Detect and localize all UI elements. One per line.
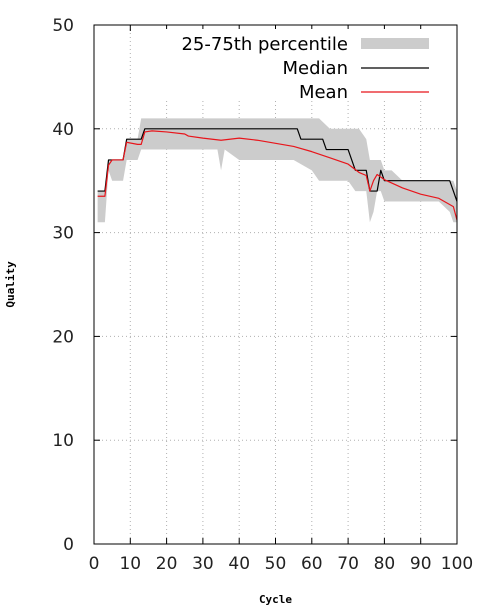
legend-label-mean: Mean xyxy=(299,82,348,103)
gridlines xyxy=(94,25,457,544)
x-tick-label: 50 xyxy=(265,554,287,574)
x-tick-label: 40 xyxy=(228,554,250,574)
series-lines xyxy=(97,128,458,221)
y-tick-label: 10 xyxy=(52,431,74,451)
y-tick-label: 40 xyxy=(52,120,74,140)
y-tick-labels: 0 10 20 30 40 50 xyxy=(52,16,74,555)
percentile-band xyxy=(97,118,457,223)
y-axis-title: Quality xyxy=(4,261,17,308)
legend-swatch-percentile xyxy=(361,38,429,49)
axis-ticks xyxy=(93,24,458,545)
percentile-band-area xyxy=(97,118,457,223)
x-tick-label: 90 xyxy=(410,554,432,574)
x-tick-label: 0 xyxy=(89,554,100,574)
y-tick-label: 0 xyxy=(63,535,74,555)
x-tick-label: 60 xyxy=(301,554,323,574)
x-tick-label: 10 xyxy=(119,554,141,574)
x-tick-labels: 0 10 20 30 40 50 60 70 80 90 100 xyxy=(89,554,474,574)
plot-frame xyxy=(93,24,458,545)
x-tick-label: 30 xyxy=(192,554,214,574)
mean-line xyxy=(97,130,458,221)
x-tick-label: 100 xyxy=(441,554,473,574)
legend-label-percentile: 25-75th percentile xyxy=(181,34,348,55)
y-tick-label: 50 xyxy=(52,16,74,36)
y-tick-label: 20 xyxy=(52,327,74,347)
x-axis-title: Cycle xyxy=(259,593,292,606)
x-tick-label: 20 xyxy=(156,554,178,574)
legend: 25-75th percentile Median Mean xyxy=(145,29,445,103)
y-tick-label: 30 xyxy=(52,224,74,244)
x-tick-label: 80 xyxy=(374,554,396,574)
x-tick-label: 70 xyxy=(337,554,359,574)
legend-label-median: Median xyxy=(283,58,348,79)
